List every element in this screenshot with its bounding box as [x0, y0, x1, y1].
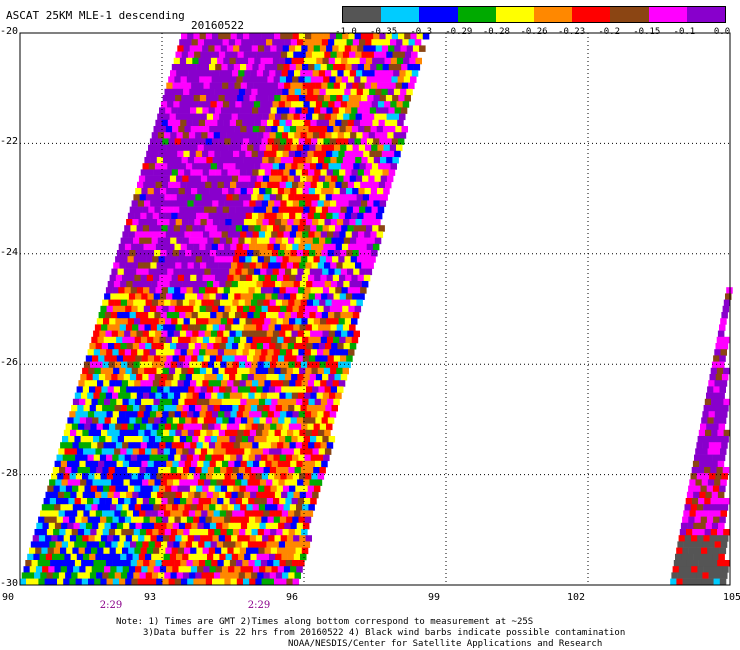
date-label: 20160522: [191, 19, 244, 32]
lat-tick-label: -28: [0, 467, 19, 479]
map-frame: [19, 32, 731, 586]
colorbar-tick-label: -0.15: [633, 27, 661, 37]
colorbar-tick-label: -0.29: [445, 27, 473, 37]
lon-tick-label: 93: [143, 592, 157, 603]
colorbar-segment: [343, 7, 382, 22]
colorbar-tick-label: -0.2: [598, 27, 621, 37]
colorbar-segment: [610, 7, 649, 22]
colorbar-segment: [457, 7, 496, 22]
colorbar-tick-label: -0.23: [558, 27, 586, 37]
lat-tick-label: -22: [0, 136, 19, 148]
colorbar-segment: [419, 7, 458, 22]
colorbar-segment: [534, 7, 573, 22]
colorbar-tick-label: -0.28: [482, 27, 510, 37]
colorbar: [342, 6, 726, 23]
lon-tick-label: 99: [427, 592, 441, 603]
lon-tick-label: 105: [722, 592, 740, 603]
lat-tick-label: -30: [0, 578, 19, 589]
lon-tick-label: 96: [285, 592, 299, 603]
colorbar-segment: [572, 7, 611, 22]
note-line-3: NOAA/NESDIS/Center for Satellite Applica…: [288, 639, 603, 649]
colorbar-tick-label: -0.35: [370, 27, 398, 37]
swath-pixels: [19, 33, 430, 586]
colorbar-segment: [381, 7, 420, 22]
colorbar-tick-label: -0.3: [410, 27, 433, 37]
time-label: 2:29: [99, 600, 123, 611]
note-line-1: Note: 1) Times are GMT 2)Times along bot…: [116, 617, 534, 627]
lat-tick-label: -24: [0, 246, 19, 258]
colorbar-segment: [495, 7, 535, 22]
colorbar-labels: -1.0 -0.35 -0.3 -0.29 -0.28 -0.26 -0.23 -0.2 -0.…: [0, 27, 740, 39]
colorbar-tick-label: -1.0: [335, 27, 357, 37]
lat-tick-label: -20: [0, 26, 19, 37]
colorbar-segment: [648, 7, 687, 22]
time-label: 2:29: [247, 600, 271, 611]
colorbar-tick-label: 0.0: [713, 27, 731, 37]
lat-lon-grid: [20, 33, 730, 585]
lon-tick-label: 90: [1, 592, 15, 603]
colorbar-tick-label: -0.1: [673, 27, 696, 37]
lat-tick-label: -26: [0, 357, 19, 369]
colorbar-segment: [686, 7, 726, 22]
colorbar-tick-label: -0.26: [520, 27, 548, 37]
chart-title: ASCAT 25KM MLE-1 descending: [6, 9, 185, 22]
lon-tick-label: 102: [566, 592, 586, 603]
note-line-2: 3)Data buffer is 22 hrs from 20160522 4)…: [143, 628, 626, 638]
swath-pixels-east: [670, 287, 733, 586]
